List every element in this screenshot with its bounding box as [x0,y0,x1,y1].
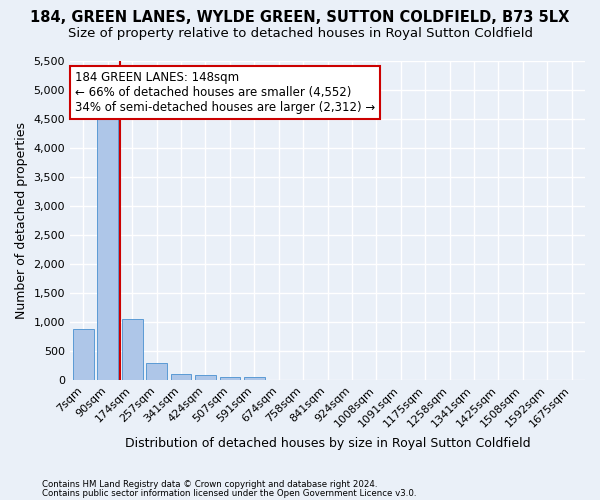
Bar [97,116,118,380]
X-axis label: Distribution of detached houses by size in Royal Sutton Coldfield: Distribution of detached houses by size … [125,437,530,450]
Bar [73,329,94,380]
Bar [195,376,216,380]
Bar [122,318,143,380]
Bar [220,377,240,380]
Bar [244,378,265,380]
Bar [146,363,167,380]
Text: 184, GREEN LANES, WYLDE GREEN, SUTTON COLDFIELD, B73 5LX: 184, GREEN LANES, WYLDE GREEN, SUTTON CO… [31,10,569,25]
Text: 184 GREEN LANES: 148sqm
← 66% of detached houses are smaller (4,552)
34% of semi: 184 GREEN LANES: 148sqm ← 66% of detache… [75,71,376,114]
Text: Size of property relative to detached houses in Royal Sutton Coldfield: Size of property relative to detached ho… [67,28,533,40]
Text: Contains public sector information licensed under the Open Government Licence v3: Contains public sector information licen… [42,490,416,498]
Text: Contains HM Land Registry data © Crown copyright and database right 2024.: Contains HM Land Registry data © Crown c… [42,480,377,489]
Y-axis label: Number of detached properties: Number of detached properties [15,122,28,319]
Bar [171,374,191,380]
